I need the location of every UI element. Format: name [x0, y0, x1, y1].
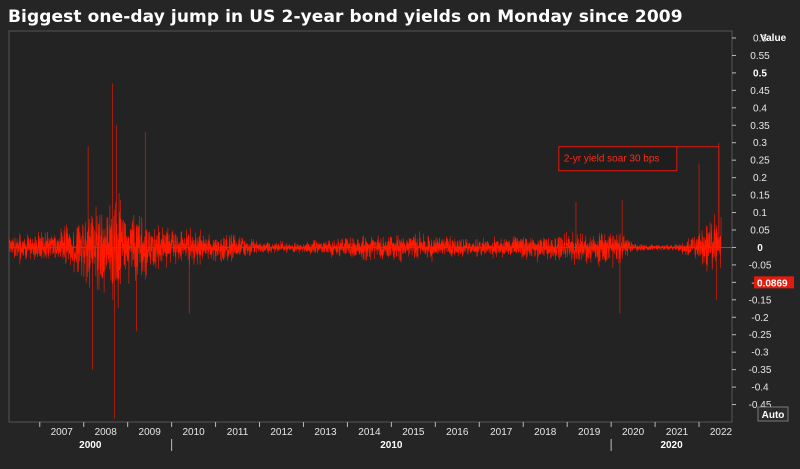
annotation: 2-yr yield soar 30 bps: [558, 146, 720, 248]
x-decade-label: 2000: [79, 440, 102, 451]
y-tick-label: 0.45: [750, 86, 770, 97]
y-tick-label: 0.05: [750, 225, 770, 236]
x-tick-label: 2010: [182, 427, 205, 438]
x-tick-label: 2016: [446, 427, 469, 438]
chart-title: Biggest one-day jump in US 2-year bond y…: [8, 7, 683, 27]
y-tick-label: -0.35: [749, 365, 772, 376]
y-tick-label: -0.4: [751, 383, 769, 394]
x-tick-label: 2018: [534, 427, 557, 438]
x-tick-label: 2019: [578, 427, 601, 438]
y-tick-label: -0.25: [749, 330, 772, 341]
annotation-text: 2-yr yield soar 30 bps: [564, 154, 660, 165]
y-tick-label: -0.3: [751, 348, 769, 359]
x-tick-label: 2017: [490, 427, 513, 438]
y-tick-label: 0.3: [753, 138, 767, 149]
auto-scale-button[interactable]: Auto: [757, 406, 789, 422]
x-tick-label: 2015: [402, 427, 425, 438]
y-tick-label: -0.45: [749, 400, 772, 411]
x-tick-label: 2022: [710, 427, 733, 438]
auto-scale-label[interactable]: Auto: [762, 410, 785, 421]
y-tick-label: -0.05: [749, 260, 772, 271]
x-tick-label: 2013: [314, 427, 337, 438]
x-tick-label: 2020: [622, 427, 645, 438]
y-tick-label: -0.2: [751, 313, 769, 324]
last-value-tag: 0.0869: [754, 276, 794, 289]
y-axis: 0.6 0.55 0.5 0.45 0.4 0.35 0.3 0.25 0.2 0.15 0.1 0.…: [732, 33, 772, 411]
y-tick-label: 0.55: [750, 51, 770, 62]
y-axis-title: Value: [760, 33, 787, 44]
x-tick-label: 2009: [139, 427, 162, 438]
auto-scale-button-frame[interactable]: [757, 406, 789, 422]
x-decade-label: 2020: [660, 440, 683, 451]
y-tick-label: 0.25: [750, 156, 770, 167]
x-tick-label: 2012: [270, 427, 293, 438]
last-value-tag-bg: [754, 276, 794, 289]
x-tick-label: 2008: [95, 427, 118, 438]
y-tick-label: -0.15: [749, 295, 772, 306]
annotation-box: [558, 146, 678, 172]
y-tick-label: 0.1: [753, 208, 767, 219]
annotation-leader: [676, 146, 720, 248]
x-tick-label: 2011: [227, 427, 249, 438]
last-value-label: 0.0869: [757, 278, 788, 289]
x-tick-label: 2021: [666, 427, 689, 438]
x-axis: 2007 2008 2009 2010 2011 2012 2013 2014 2015 2016…: [39, 422, 733, 451]
y-tick-label: 0.5: [753, 68, 767, 79]
y-tick-label: 0.35: [750, 121, 770, 132]
plot-area: [8, 30, 733, 423]
y-tick-label: 0.4: [753, 103, 767, 114]
y-tick-label: 0.2: [753, 173, 767, 184]
y-tick-label: 0.6: [753, 33, 767, 44]
x-tick-label: 2014: [358, 427, 381, 438]
y-tick-label: 0.15: [750, 191, 770, 202]
x-decade-label: 2010: [380, 440, 403, 451]
y-tick-label: 0: [757, 243, 763, 254]
x-tick-label: 2007: [51, 427, 74, 438]
